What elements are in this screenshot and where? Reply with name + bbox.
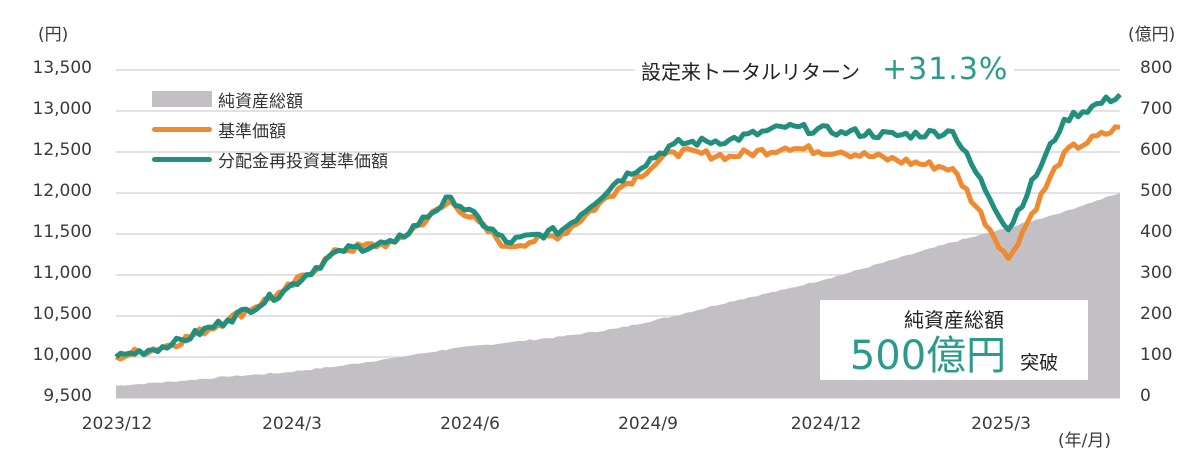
chart-legend: 純資産総額 基準価額 分配金再投資基準価額 (152, 84, 388, 174)
area-swatch-icon (152, 91, 212, 107)
legend-item-reinvested-nav: 分配金再投資基準価額 (152, 144, 388, 174)
y-tick-left: 10,500 (32, 304, 92, 324)
x-axis-unit: (年/月) (1058, 431, 1111, 451)
y-tick-right: 800 (1140, 58, 1173, 78)
total-return-headline: 設定来トータルリターン +31.3% (635, 52, 1015, 87)
y-tick-left: 13,000 (32, 99, 92, 119)
y-tick-right: 600 (1140, 140, 1173, 160)
x-tick: 2024/3 (262, 414, 322, 434)
callout-title: 純資産総額 (904, 308, 1004, 332)
y-tick-left: 11,500 (32, 222, 92, 242)
left-axis-unit: (円) (38, 25, 69, 45)
y-tick-right: 200 (1140, 304, 1173, 324)
y-tick-right: 400 (1140, 222, 1173, 242)
y-tick-left: 11,000 (32, 263, 92, 283)
teal-line-swatch-icon (152, 156, 212, 162)
y-tick-right: 500 (1140, 181, 1173, 201)
y-tick-right: 300 (1140, 263, 1173, 283)
legend-item-nav: 基準価額 (152, 114, 388, 144)
x-tick: 2024/12 (790, 414, 862, 434)
x-tick: 2025/3 (971, 414, 1031, 434)
x-tick: 2024/6 (440, 414, 500, 434)
y-tick-left: 12,000 (32, 181, 92, 201)
x-tick: 2024/9 (618, 414, 678, 434)
y-tick-left: 9,500 (43, 386, 92, 406)
reinvested-nav-line (114, 92, 1122, 359)
legend-item-net-assets: 純資産総額 (152, 84, 388, 114)
callout-suffix: 突破 (1020, 352, 1059, 374)
y-tick-right: 700 (1140, 99, 1173, 119)
right-axis-unit: (億円) (1128, 25, 1176, 45)
y-tick-right: 0 (1140, 386, 1151, 406)
net-assets-callout: 純資産総額 500億円 突破 (820, 300, 1088, 380)
y-tick-left: 12,500 (32, 140, 92, 160)
y-tick-right: 100 (1140, 345, 1173, 365)
legend-label: 基準価額 (218, 121, 286, 142)
total-return-value: +31.3% (882, 52, 1009, 87)
y-tick-left: 13,500 (32, 58, 92, 78)
total-return-label: 設定来トータルリターン (641, 60, 860, 84)
orange-line-swatch-icon (152, 126, 212, 132)
callout-value: 500億円 (849, 333, 1007, 379)
x-tick: 2023/12 (81, 414, 153, 434)
legend-label: 分配金再投資基準価額 (218, 151, 388, 172)
legend-label: 純資産総額 (218, 91, 303, 112)
y-tick-left: 10,000 (32, 345, 92, 365)
